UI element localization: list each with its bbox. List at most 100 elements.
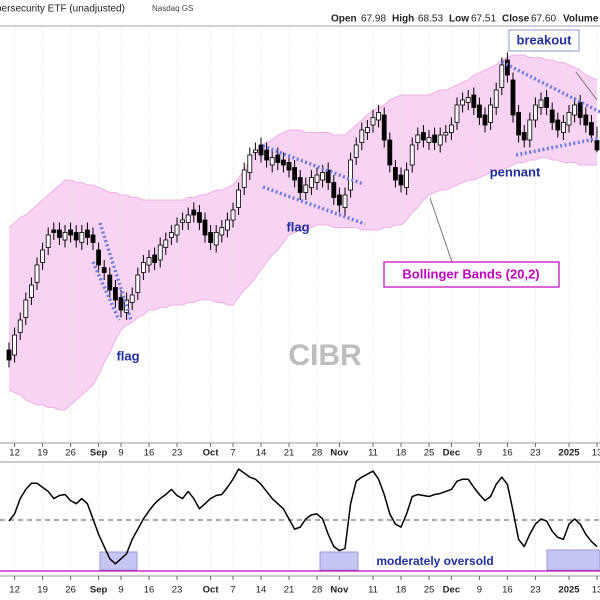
candle-body [589,122,594,136]
x-tick-label: 16 [144,585,155,596]
candle-body [420,132,426,141]
candle-body [336,194,342,206]
axis-layer: 12 12 19 19 26 26 Sep Sep 9 9 16 16 23 23 Oct Oct 7 7 14 14… [9,443,600,596]
x-tick-label: 11 [368,448,378,459]
candle-body [45,234,51,248]
candle-body [73,232,79,241]
flag-line [262,185,366,226]
x-tick-label: 7 [230,585,235,596]
candle-body [252,149,258,153]
x-tick-label: 11 [368,585,378,596]
x-tick-label: 23 [530,585,541,596]
candle-body [549,109,555,123]
candle-body [68,229,73,236]
candle-body [516,112,521,136]
candle-body [96,249,101,266]
candle-body [152,254,158,263]
candle-body [241,169,247,188]
candle-body [521,132,527,141]
candle-body [12,334,18,356]
pennant-line [501,60,600,114]
candle-body [398,174,404,186]
x-tick-label: 18 [396,585,407,596]
header-value: 68.53 [418,14,443,25]
candle-body [146,257,152,266]
candle-body [85,229,90,238]
candle-body [168,232,174,238]
candle-body [57,229,62,238]
header-label: Volume [563,14,599,25]
candle-body [555,119,561,131]
candle-body [236,189,242,208]
candle-body [247,154,253,173]
x-tick-label: 13 [592,585,600,596]
x-tick-label: 23 [172,585,183,596]
x-tick-label: 2025 [558,448,580,459]
x-tick-label: 9 [118,585,123,596]
candle-body [258,144,264,156]
annotation-box [383,261,560,288]
callout-line [429,197,453,263]
header-value: 67.60 [531,14,556,25]
candle-body [219,227,225,236]
x-tick-label: 18 [396,448,407,459]
candle-body [28,284,34,298]
header-label: Close [502,14,530,25]
candle-body [499,64,505,88]
candle-body [538,99,544,108]
x-tick-label: 26 [65,448,76,459]
header-label: Open [331,14,357,25]
candle-body [107,274,113,291]
candle-body [392,167,398,181]
annotation: Bollinger Bands (20,2) [402,266,539,281]
candle-body [504,59,510,76]
candle-body [364,127,370,133]
candle-body [79,232,85,243]
annotation-box [508,29,580,52]
x-tick-label: 7 [230,448,235,459]
chart-title: persecurity ETF (unadjusted) [0,4,125,15]
x-tick-label: Sep [90,448,108,459]
candle-body [404,169,410,188]
candle-body [342,194,348,208]
candle-body [488,104,494,123]
x-tick-label: 26 [65,585,76,596]
candle-body [527,119,533,141]
candle-body [23,299,29,318]
header-value: 67.51 [471,14,496,25]
candle-body [185,214,191,223]
candle-body [471,94,477,108]
header-value: 67.98 [361,14,386,25]
candle-body [437,134,443,146]
watermark: CIBR [288,339,362,372]
candle-body [320,172,326,181]
pennant-line [515,136,600,157]
candle-body [381,114,387,141]
candle-body [163,239,169,248]
candle-body [280,159,286,166]
annotation: moderately oversold [376,554,493,568]
x-tick-label: 12 [9,448,20,459]
candle-body [533,104,538,121]
candle-body [415,134,421,143]
band-layer [8,54,598,411]
x-tick-label: 19 [37,448,48,459]
band-line [8,54,598,228]
candle-body [331,182,337,198]
x-tick-label: 9 [477,448,482,459]
candle-body [224,219,230,231]
x-tick-label: 23 [172,448,183,459]
candle-body [482,114,488,126]
candle-body [443,132,449,136]
annotation: flag [116,348,139,363]
x-tick-label: 2025 [558,585,580,596]
candle-body [583,114,589,126]
x-tick-label: 25 [424,448,435,459]
indicator-layer [0,468,600,572]
x-tick-label: Dec [443,585,460,596]
candle-body [561,122,566,133]
x-tick-label: 28 [312,585,323,596]
header-label: Low [449,14,469,25]
candle-body [409,144,415,166]
header-bg [0,0,600,17]
